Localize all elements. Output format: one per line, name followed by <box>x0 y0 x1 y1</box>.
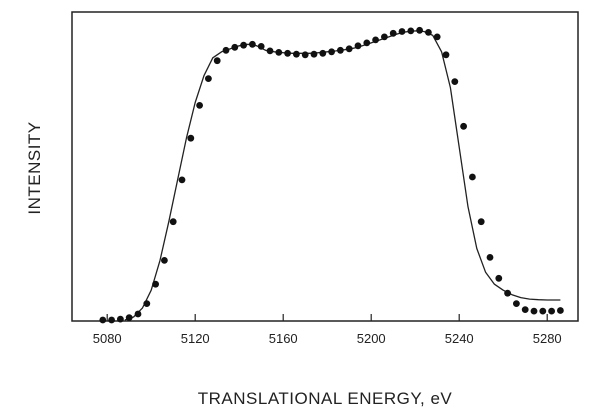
data-point <box>354 42 362 50</box>
data-point <box>275 49 283 56</box>
data-point <box>425 29 432 36</box>
data-point <box>125 314 133 321</box>
data-point <box>266 47 274 55</box>
data-point <box>301 51 309 59</box>
data-point <box>99 316 107 324</box>
fit-curve <box>124 30 561 321</box>
data-point <box>433 33 441 41</box>
data-point <box>143 300 151 307</box>
data-point <box>196 102 204 109</box>
curve-layer <box>124 30 561 321</box>
x-tick-label: 5120 <box>181 331 210 346</box>
data-point <box>495 274 503 282</box>
data-point <box>442 51 450 59</box>
data-point <box>178 176 186 184</box>
data-point <box>381 33 388 41</box>
data-point <box>416 26 423 34</box>
data-point <box>469 173 476 181</box>
data-point <box>293 50 300 58</box>
x-tick-label: 5240 <box>445 331 474 346</box>
data-point <box>161 257 168 264</box>
x-axis-ticks: 5080 5120 5160 5200 5240 5280 <box>93 314 562 346</box>
data-point <box>205 75 212 82</box>
y-axis-title: INTENSITY <box>25 121 44 214</box>
data-point <box>284 49 291 57</box>
data-point <box>477 218 485 226</box>
data-point <box>548 307 555 315</box>
data-point <box>152 280 160 288</box>
x-axis-title: TRANSLATIONAL ENERGY, eV <box>198 389 453 408</box>
data-point <box>257 43 265 50</box>
data-point <box>117 315 124 323</box>
x-tick-label: 5080 <box>93 331 122 346</box>
data-point <box>363 39 371 47</box>
data-point <box>249 40 256 48</box>
data-point <box>108 316 115 324</box>
data-point <box>328 48 335 56</box>
data-point <box>231 43 239 51</box>
data-point <box>337 46 344 54</box>
data-point <box>213 57 221 65</box>
data-point <box>504 289 511 297</box>
data-point <box>398 28 406 35</box>
data-point <box>345 45 353 53</box>
data-point <box>134 310 142 318</box>
data-point <box>486 254 494 261</box>
data-point <box>530 307 538 315</box>
data-point <box>460 122 467 130</box>
data-point <box>513 300 520 307</box>
data-point <box>389 29 397 37</box>
data-point <box>451 78 459 85</box>
data-point <box>539 307 547 315</box>
x-tick-label: 5280 <box>533 331 562 346</box>
data-point <box>407 27 415 35</box>
data-point <box>372 36 379 44</box>
data-point <box>187 134 195 142</box>
data-point <box>557 307 564 314</box>
data-point <box>521 306 529 313</box>
data-point <box>319 49 327 57</box>
plot-frame <box>71 11 579 322</box>
x-tick-label: 5200 <box>357 331 386 346</box>
points-layer <box>99 26 564 324</box>
data-point <box>169 218 177 226</box>
data-point <box>222 46 230 54</box>
data-point <box>240 41 248 49</box>
data-point <box>310 50 318 58</box>
x-tick-label: 5160 <box>269 331 298 346</box>
